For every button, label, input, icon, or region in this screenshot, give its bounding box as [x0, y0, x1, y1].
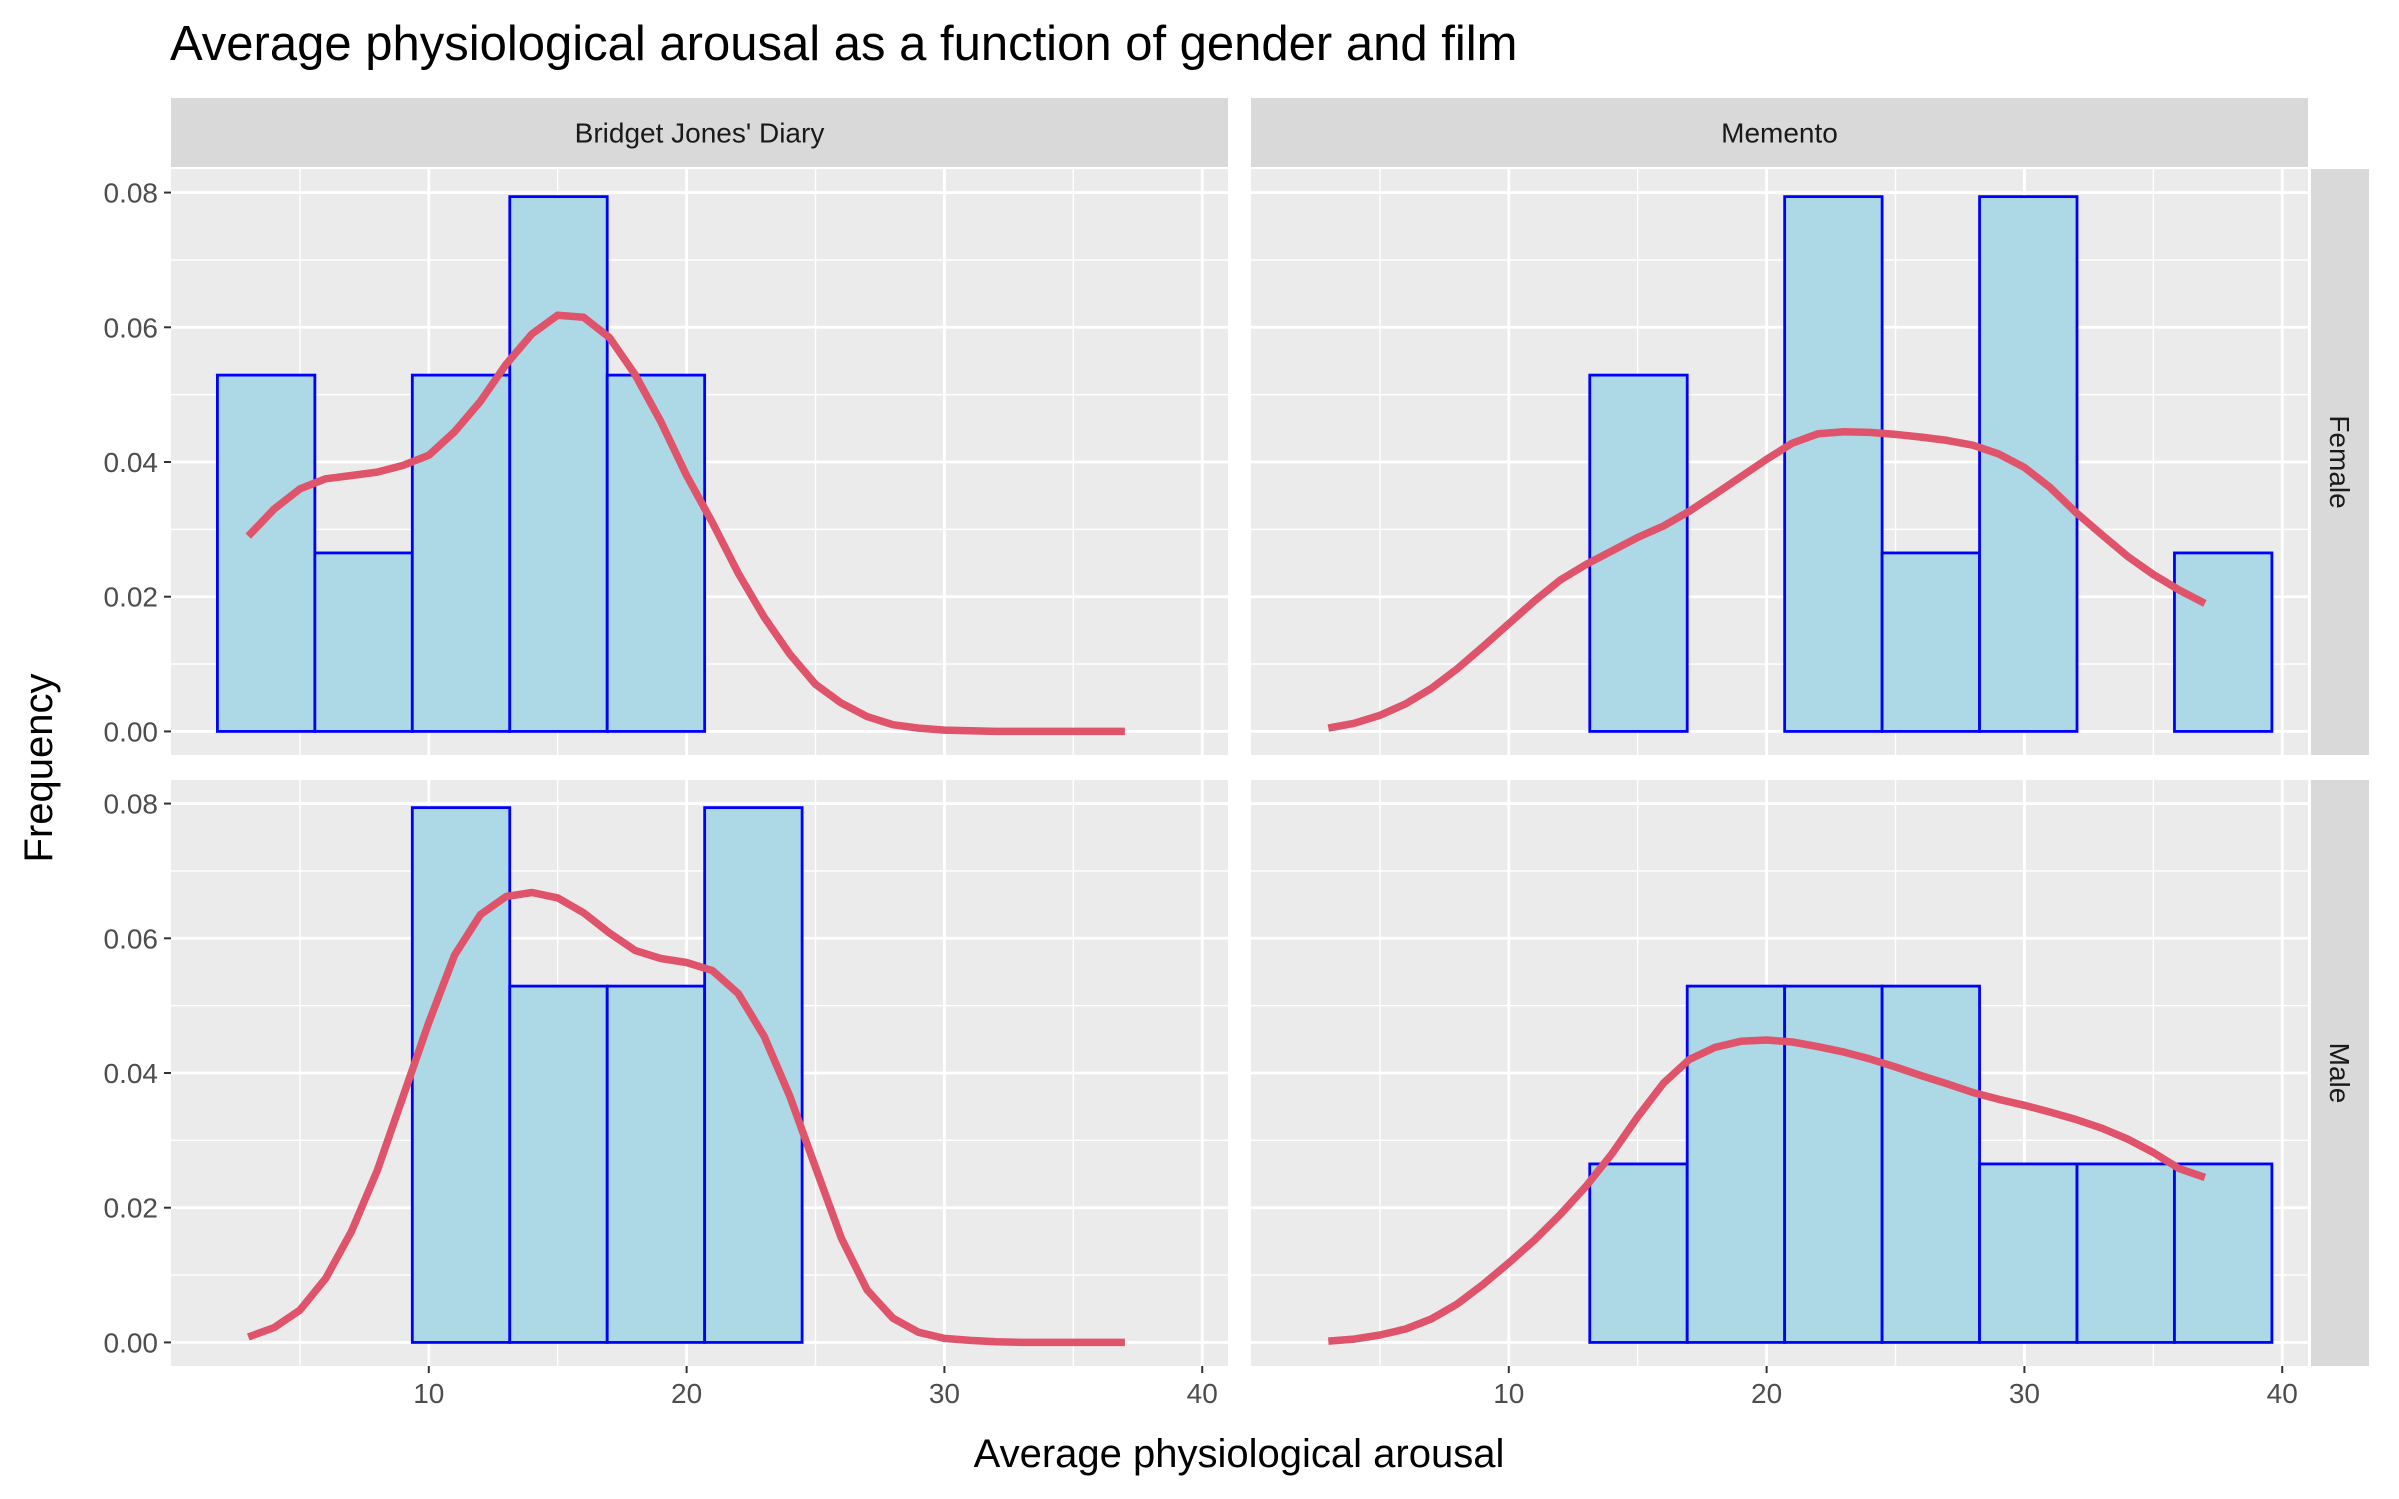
y-axis-title: Frequency	[17, 674, 61, 863]
histogram-bar	[1588, 1162, 1689, 1344]
density-curve	[1327, 427, 2207, 732]
facet-panel: 0.00 0.02 0.04 0.06 0.08 10 20 30 40	[104, 780, 1228, 1409]
histogram-bar	[1880, 551, 1981, 733]
histogram-bar	[1978, 195, 2079, 733]
x-tick-label: 40	[2267, 1378, 2298, 1409]
facet-panel: 10 20 30 40	[1251, 780, 2308, 1409]
x-tick-label: 30	[929, 1378, 960, 1409]
y-tick-label: 0.00	[104, 1327, 159, 1358]
y-tick-label: 0.02	[104, 1193, 159, 1224]
histogram-bar	[508, 984, 609, 1344]
facet-strip-label: Bridget Jones' Diary	[575, 118, 825, 149]
histogram-bar	[2075, 1162, 2176, 1344]
histogram-bar	[605, 373, 707, 733]
histogram-bar	[2173, 551, 2274, 733]
y-tick-label: 0.04	[104, 1058, 159, 1089]
facet-panel: 0.00 0.02 0.04 0.06 0.08	[104, 169, 1228, 755]
histogram-bar	[1978, 1162, 2079, 1344]
y-tick-label: 0.02	[104, 582, 159, 613]
histogram-bar	[410, 373, 512, 733]
histogram-bar	[410, 806, 512, 1344]
histogram-bar	[605, 984, 707, 1344]
facet-strip-label: Memento	[1721, 118, 1838, 149]
y-tick-label: 0.08	[104, 178, 159, 209]
facet-strip-column	[171, 98, 1228, 167]
facet-strip-row	[2311, 780, 2369, 1366]
y-tick-label: 0.08	[104, 789, 159, 820]
x-tick-label: 30	[2009, 1378, 2040, 1409]
y-tick-label: 0.06	[104, 923, 159, 954]
facet-panels: 0.00 0.02 0.04 0.06 0.08 0.00 0.02 0.04 0.06 0.08…	[104, 98, 2369, 1409]
histogram-bar	[313, 551, 414, 733]
x-tick-label: 40	[1187, 1378, 1218, 1409]
x-tick-label: 10	[1493, 1378, 1524, 1409]
y-tick-label: 0.06	[104, 312, 159, 343]
histogram-bar	[508, 195, 609, 733]
x-tick-label: 20	[671, 1378, 702, 1409]
histogram-bar	[1880, 984, 1981, 1344]
x-tick-label: 10	[413, 1378, 444, 1409]
density-curve	[247, 888, 1125, 1347]
x-axis-title: Average physiological arousal	[974, 1432, 1505, 1476]
facet-strip-label: Male	[2324, 1043, 2355, 1104]
y-tick-label: 0.00	[104, 716, 159, 747]
facet-strip-label: Female	[2324, 415, 2355, 508]
facet-panel	[1251, 169, 2308, 755]
histogram-bar	[1783, 195, 1884, 733]
facet-strip-column	[1251, 98, 2308, 167]
y-tick-label: 0.04	[104, 447, 159, 478]
chart-title: Average physiological arousal as a funct…	[170, 17, 1517, 71]
histogram-bar	[703, 806, 804, 1344]
histogram-bar	[216, 373, 317, 733]
facet-strip-row	[2311, 169, 2369, 755]
density-curve	[245, 311, 1125, 736]
histogram-bar	[2173, 1162, 2274, 1344]
x-tick-label: 20	[1751, 1378, 1782, 1409]
density-curve	[1328, 1036, 2207, 1345]
